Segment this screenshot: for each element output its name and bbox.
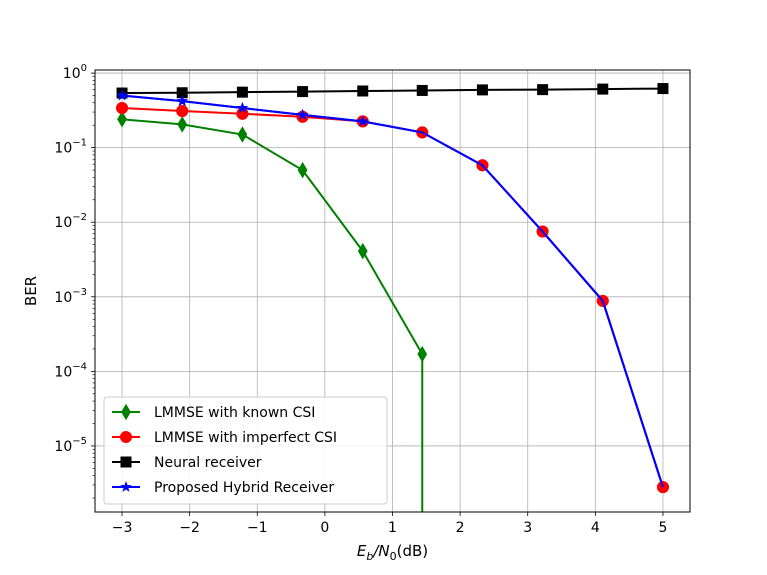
legend-item: Neural receiver bbox=[112, 455, 262, 471]
x-label-sub-0: 0 bbox=[390, 550, 397, 563]
y-tick-exponent: −4 bbox=[72, 361, 87, 372]
y-tick-label: 10−3 bbox=[54, 287, 87, 306]
legend: LMMSE with known CSI LMMSE with imperfect… bbox=[103, 396, 388, 505]
y-tick-label: 10−4 bbox=[54, 361, 87, 380]
legend-item: LMMSE with known CSI bbox=[112, 403, 315, 421]
overlay-blue-line bbox=[121, 94, 664, 488]
y-tick-base: 10 bbox=[54, 439, 72, 455]
marker-circle bbox=[656, 481, 669, 494]
y-axis-label: BER bbox=[22, 276, 40, 306]
axis-labels: Eb/N0(dB) BER bbox=[22, 276, 428, 563]
legend-box bbox=[103, 396, 388, 505]
marker-diamond bbox=[177, 116, 188, 133]
x-label-sub-b: b bbox=[366, 550, 373, 563]
y-tick-base: 10 bbox=[54, 141, 72, 157]
marker-square bbox=[476, 84, 488, 96]
series-line bbox=[121, 118, 424, 512]
x-label-slash-n: /N bbox=[371, 542, 389, 560]
x-tick-label: 3 bbox=[523, 520, 532, 536]
marker-square bbox=[236, 86, 248, 98]
overlay-markers bbox=[116, 89, 669, 494]
marker-diamond bbox=[117, 111, 127, 128]
marker-square bbox=[357, 85, 369, 97]
marker-circle bbox=[176, 105, 189, 118]
y-tick-label: 100 bbox=[63, 63, 87, 82]
marker-diamond bbox=[121, 403, 131, 421]
y-tick-exponent: −5 bbox=[72, 436, 87, 447]
legend-label: LMMSE with imperfect CSI bbox=[154, 430, 337, 446]
legend-label: LMMSE with known CSI bbox=[154, 405, 315, 421]
marker-circle bbox=[116, 102, 129, 115]
marker-star bbox=[176, 95, 188, 107]
legend-item: LMMSE with imperfect CSI bbox=[112, 430, 337, 446]
marker-diamond bbox=[357, 242, 368, 260]
series-line bbox=[122, 87, 663, 95]
x-tick-label: 1 bbox=[388, 520, 397, 536]
y-tick-base: 10 bbox=[54, 290, 72, 306]
legend-label: Neural receiver bbox=[154, 455, 262, 471]
x-tick-label: −2 bbox=[179, 520, 200, 536]
y-tick-label: 10−1 bbox=[54, 138, 87, 157]
x-tick-label: 2 bbox=[456, 520, 465, 536]
y-tick-exponent: 0 bbox=[81, 63, 87, 74]
y-tick-base: 10 bbox=[54, 364, 72, 380]
x-label-unit: (dB) bbox=[397, 542, 429, 560]
series-layer bbox=[116, 83, 669, 512]
x-tick-label: −1 bbox=[247, 520, 268, 536]
y-tick-label: 10−2 bbox=[54, 212, 87, 231]
marker-square bbox=[537, 84, 549, 96]
y-tick-base: 10 bbox=[54, 215, 72, 231]
x-tick-label: 4 bbox=[591, 520, 600, 536]
marker-diamond bbox=[237, 126, 248, 143]
marker-star bbox=[357, 115, 369, 127]
marker-star bbox=[296, 108, 309, 120]
series-lmmse-with-known-csi bbox=[117, 111, 428, 512]
x-tick-label: −3 bbox=[112, 520, 133, 536]
marker-square bbox=[597, 83, 609, 95]
y-tick-exponent: −1 bbox=[72, 138, 87, 149]
y-tick-exponent: −2 bbox=[72, 212, 87, 223]
marker-square bbox=[120, 456, 132, 468]
x-tick-label: 5 bbox=[658, 520, 667, 536]
marker-star bbox=[236, 102, 249, 113]
marker-square bbox=[657, 83, 669, 95]
marker-square bbox=[297, 86, 309, 98]
grid bbox=[95, 70, 690, 512]
legend-label: Proposed Hybrid Receiver bbox=[154, 480, 334, 496]
y-tick-label: 10−5 bbox=[54, 436, 87, 455]
legend-item: Proposed Hybrid Receiver bbox=[112, 480, 334, 496]
marker-star bbox=[116, 89, 128, 101]
marker-square bbox=[416, 84, 428, 96]
x-label-e: E bbox=[357, 542, 367, 560]
marker-circle bbox=[120, 431, 132, 443]
marker-diamond bbox=[417, 345, 428, 363]
marker-diamond bbox=[297, 161, 308, 179]
x-axis-label: Eb/N0(dB) bbox=[357, 542, 428, 563]
y-tick-base: 10 bbox=[63, 66, 81, 82]
x-tick-label: 0 bbox=[320, 520, 329, 536]
marker-square bbox=[176, 87, 188, 99]
y-tick-exponent: −3 bbox=[72, 287, 87, 298]
marker-star bbox=[120, 481, 132, 492]
